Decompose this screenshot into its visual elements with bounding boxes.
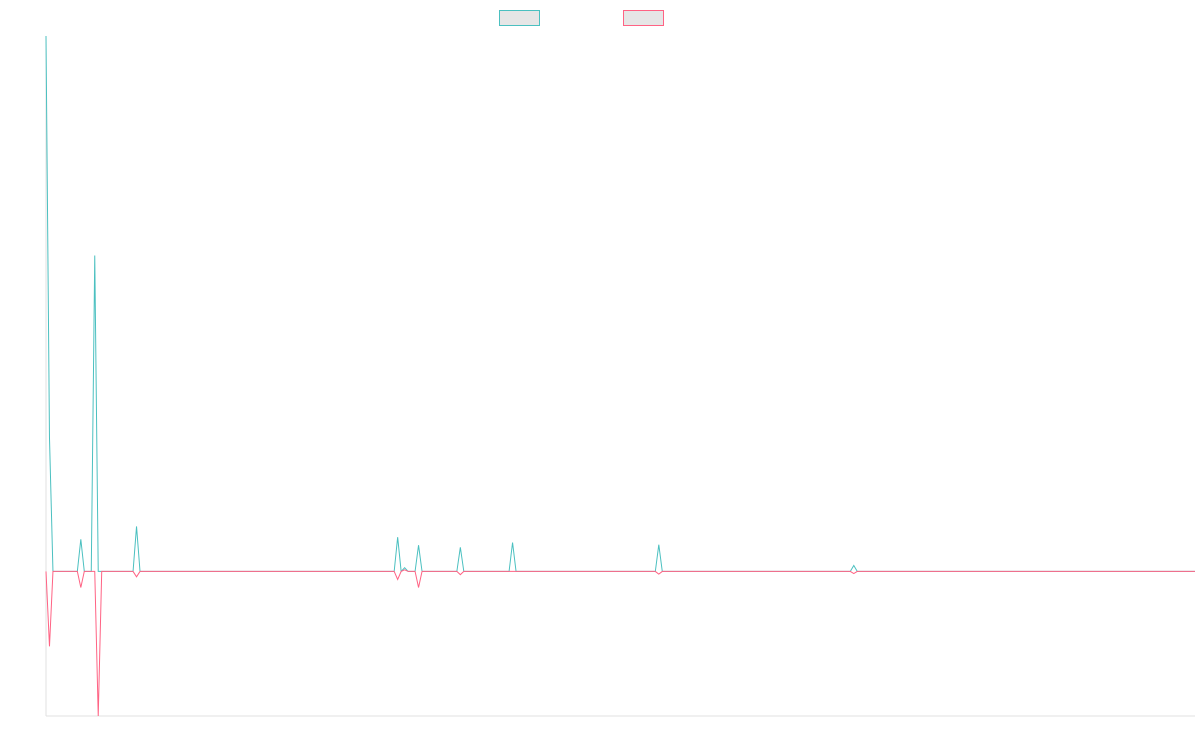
series-line (45, 569, 1195, 717)
legend-swatch[interactable] (623, 10, 664, 26)
legend-swatch[interactable] (499, 10, 540, 26)
series-line (45, 35, 1195, 573)
